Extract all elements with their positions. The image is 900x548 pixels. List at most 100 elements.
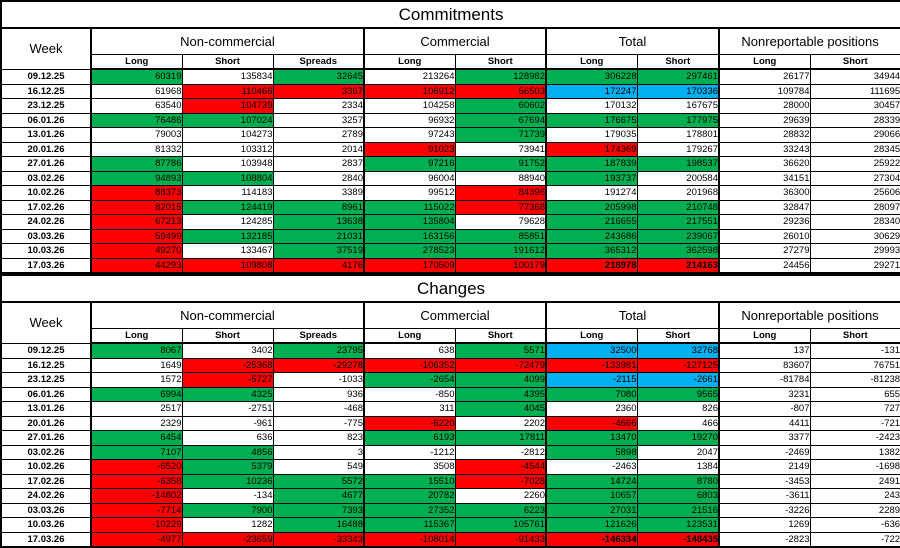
value-cell: 30457: [809, 98, 900, 114]
value-cell: 21031: [272, 228, 365, 244]
value-cell: 7900: [181, 502, 274, 518]
sub-header-long: Long: [90, 328, 183, 344]
table-row: 17.02.26 -6358 10236 5572 15510 -7028 14724 878…: [0, 473, 900, 489]
week-cell: 27.01.26: [0, 156, 92, 172]
value-cell: 3231: [718, 386, 811, 402]
value-cell: 176675: [545, 112, 638, 128]
week-cell: 13.01.26: [0, 401, 92, 417]
sub-header-spreads: Spreads: [272, 54, 365, 70]
value-cell: 6454: [90, 430, 183, 446]
week-cell: 17.02.26: [0, 199, 92, 215]
value-cell: 135804: [363, 214, 456, 230]
value-cell: -2115: [545, 372, 638, 388]
value-cell: 135834: [181, 68, 274, 85]
value-cell: 2837: [272, 156, 365, 172]
value-cell: 104739: [181, 98, 274, 114]
value-cell: 21516: [636, 502, 720, 518]
value-cell: 103948: [181, 156, 274, 172]
value-cell: -807: [718, 401, 811, 417]
table-row: 20.01.26 2329 -961 -775 -6220 2202 -4666 466 441…: [0, 415, 900, 431]
value-cell: 3389: [272, 185, 365, 201]
value-cell: 82015: [90, 199, 183, 215]
value-cell: -2751: [181, 401, 274, 417]
value-cell: 216655: [545, 214, 638, 230]
value-cell: 4099: [454, 372, 547, 388]
week-cell: 10.02.26: [0, 459, 92, 475]
group-header-total: Total: [545, 27, 720, 55]
table-row: 23.12.25 1572 -5727 -1033 -2654 4099 -2115 -266…: [0, 372, 900, 388]
value-cell: 191274: [545, 185, 638, 201]
value-cell: 97216: [363, 156, 456, 172]
value-cell: 6803: [636, 488, 720, 504]
value-cell: 177975: [636, 112, 720, 128]
value-cell: 104273: [181, 127, 274, 143]
value-cell: 2517: [90, 401, 183, 417]
value-cell: 4325: [181, 386, 274, 402]
value-cell: 97243: [363, 127, 456, 143]
value-cell: 210748: [636, 199, 720, 215]
value-cell: -6358: [90, 473, 183, 489]
value-cell: 3377: [718, 430, 811, 446]
sub-header-short: Short: [809, 328, 900, 344]
value-cell: 60319: [90, 68, 183, 85]
value-cell: 34151: [718, 170, 811, 186]
table-row: 10.03.26 49270 133467 37519 278523 191612 3653…: [0, 243, 900, 259]
table-row: 17.03.26 -4977 -23659 -33343 -108014 -91433 -1…: [0, 531, 900, 548]
value-cell: 27304: [809, 170, 900, 186]
sub-header-short: Short: [454, 54, 547, 70]
value-cell: 28339: [809, 112, 900, 128]
value-cell: 8067: [90, 342, 183, 359]
value-cell: 110466: [181, 83, 274, 99]
value-cell: -636: [809, 517, 900, 533]
value-cell: 4176: [272, 257, 365, 274]
value-cell: 727: [809, 401, 900, 417]
group-header-non-commercial: Non-commercial: [90, 27, 365, 55]
value-cell: 2329: [90, 415, 183, 431]
value-cell: 19270: [636, 430, 720, 446]
value-cell: -106352: [363, 357, 456, 373]
value-cell: 28345: [809, 141, 900, 157]
week-column-header: Week: [0, 301, 92, 344]
week-cell: 27.01.26: [0, 430, 92, 446]
value-cell: 466: [636, 415, 720, 431]
value-cell: 121626: [545, 517, 638, 533]
value-cell: 198537: [636, 156, 720, 172]
value-cell: 2149: [718, 459, 811, 475]
value-cell: -2469: [718, 444, 811, 460]
value-cell: 96004: [363, 170, 456, 186]
value-cell: 7107: [90, 444, 183, 460]
value-cell: 103312: [181, 141, 274, 157]
value-cell: -148435: [636, 531, 720, 548]
table-row: 09.12.25 60319 135834 32645 213264 128982 3062…: [0, 68, 900, 85]
value-cell: 37519: [272, 243, 365, 259]
value-cell: 178801: [636, 127, 720, 143]
group-header-non-commercial: Non-commercial: [90, 301, 365, 329]
week-cell: 13.01.26: [0, 127, 92, 143]
value-cell: -7028: [454, 473, 547, 489]
value-cell: 10236: [181, 473, 274, 489]
value-cell: 179267: [636, 141, 720, 157]
value-cell: 99512: [363, 185, 456, 201]
value-cell: 123531: [636, 517, 720, 533]
value-cell: -1698: [809, 459, 900, 475]
changes-table: Changes Week Non-commercial Commercial T…: [0, 274, 900, 548]
value-cell: 243: [809, 488, 900, 504]
value-cell: 124419: [181, 199, 274, 215]
value-cell: 4411: [718, 415, 811, 431]
value-cell: 2289: [809, 502, 900, 518]
week-cell: 24.02.26: [0, 214, 92, 230]
table-row: 03.03.26 -7714 7900 7393 27352 6223 27031 21516…: [0, 502, 900, 518]
value-cell: 79628: [454, 214, 547, 230]
value-cell: 8780: [636, 473, 720, 489]
value-cell: 7080: [545, 386, 638, 402]
value-cell: -23659: [181, 531, 274, 548]
value-cell: 179035: [545, 127, 638, 143]
value-cell: -3453: [718, 473, 811, 489]
value-cell: 549: [272, 459, 365, 475]
week-cell: 10.03.26: [0, 243, 92, 259]
sub-header-short: Short: [636, 54, 720, 70]
value-cell: 32645: [272, 68, 365, 85]
value-cell: 28000: [718, 98, 811, 114]
value-cell: -4977: [90, 531, 183, 548]
value-cell: 27279: [718, 243, 811, 259]
